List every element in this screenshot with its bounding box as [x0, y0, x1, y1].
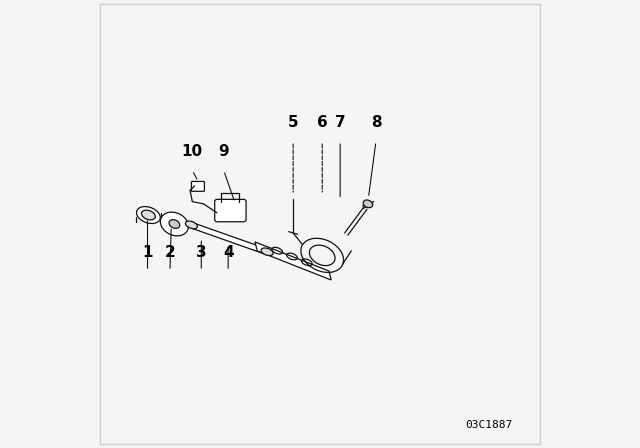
- Ellipse shape: [261, 248, 273, 256]
- Text: 3: 3: [196, 245, 207, 260]
- Text: 5: 5: [288, 115, 298, 130]
- Ellipse shape: [161, 212, 188, 236]
- Text: 10: 10: [182, 144, 203, 159]
- Ellipse shape: [136, 207, 160, 224]
- Ellipse shape: [141, 210, 156, 220]
- Text: 03C1887: 03C1887: [465, 420, 513, 430]
- Text: 2: 2: [164, 245, 175, 260]
- Ellipse shape: [169, 220, 180, 228]
- Text: 9: 9: [218, 144, 229, 159]
- Text: 8: 8: [371, 115, 381, 130]
- Polygon shape: [190, 222, 269, 255]
- Text: 1: 1: [142, 245, 153, 260]
- Text: 7: 7: [335, 115, 346, 130]
- Polygon shape: [255, 242, 332, 280]
- FancyBboxPatch shape: [191, 181, 204, 191]
- Text: 4: 4: [223, 245, 234, 260]
- FancyBboxPatch shape: [215, 199, 246, 222]
- Text: 6: 6: [317, 115, 328, 130]
- Ellipse shape: [186, 221, 197, 229]
- Ellipse shape: [364, 200, 372, 208]
